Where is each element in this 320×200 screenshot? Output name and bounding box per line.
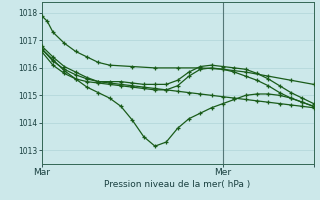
X-axis label: Pression niveau de la mer( hPa ): Pression niveau de la mer( hPa ) <box>104 180 251 189</box>
